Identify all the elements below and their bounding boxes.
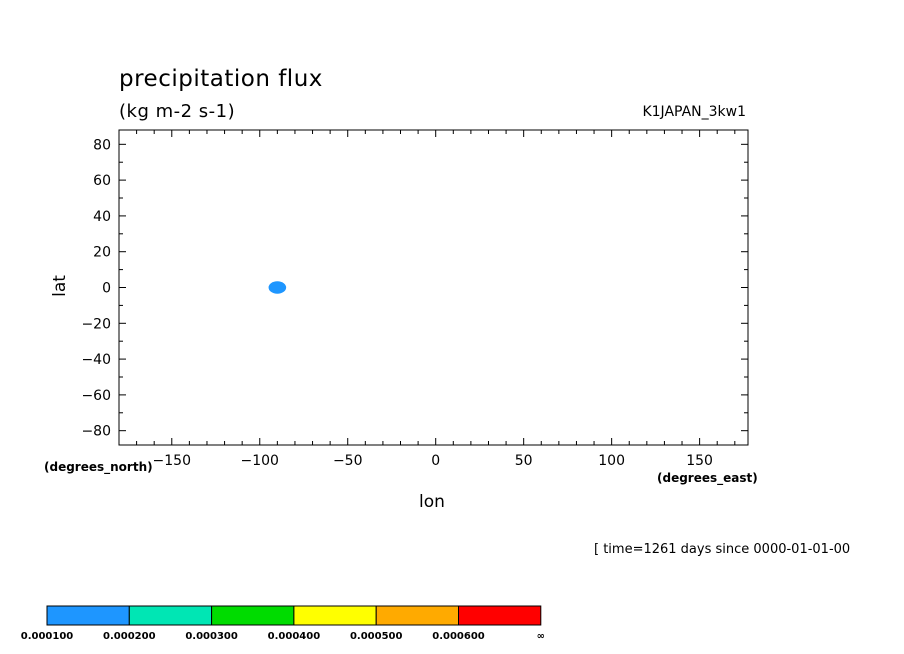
x-axis-label: lon [419,492,445,512]
x-tick-label: 100 [598,453,625,469]
chart-units-subtitle: (kg m-2 s-1) [119,101,236,122]
y-tick-label: −20 [81,316,111,332]
colorbar-label: 0.000100 [21,631,74,642]
dataset-label: K1JAPAN_3kw1 [642,104,746,120]
colorbar-label: 0.000300 [185,631,238,642]
x-axis-units: (degrees_east) [657,471,758,485]
colorbar-swatch [46,605,130,626]
y-tick-label: 60 [93,173,111,189]
colorbar-label: 0.000600 [432,631,485,642]
colorbar-label: 0.000500 [350,631,403,642]
precip-contour-level-0 [268,281,287,294]
x-tick-label: 150 [686,453,713,469]
chart-title: precipitation flux [119,66,323,92]
y-tick-label: 40 [93,209,111,225]
colorbar-label: ∞ [537,631,545,642]
colorbar-swatch [293,605,377,626]
plot-area [268,281,287,294]
y-tick-label: −60 [81,388,111,404]
colorbar-swatch [375,605,460,626]
y-tick-label: −80 [81,424,111,440]
colorbar-swatch [458,605,542,626]
x-tick-label: 50 [515,453,533,469]
colorbar-label: 0.000200 [103,631,156,642]
colorbar-label: 0.000400 [268,631,321,642]
x-tick-label: −50 [333,453,363,469]
colorbar-swatch [128,605,213,626]
y-tick-label: 0 [102,281,111,297]
precip-region-0 [268,281,287,294]
y-tick-label: −40 [81,352,111,368]
y-axis-units: (degrees_north) [44,460,153,474]
y-tick-label: 20 [93,245,111,261]
x-tick-label: 0 [431,453,440,469]
plot-frame [118,129,749,446]
time-label: [ time=1261 days since 0000-01-01-00 [594,542,851,557]
x-tick-label: −150 [153,453,191,469]
y-tick-label: 80 [93,137,111,153]
axes: −150 −100 −50 0 50 100 150 80 60 40 20 0 −20 −40 −60 −8… [81,129,749,469]
x-tick-label: −100 [241,453,279,469]
colorbar: 0.000100 0.000200 0.000300 0.000400 0.000500… [21,605,545,642]
colorbar-swatch [211,605,295,626]
